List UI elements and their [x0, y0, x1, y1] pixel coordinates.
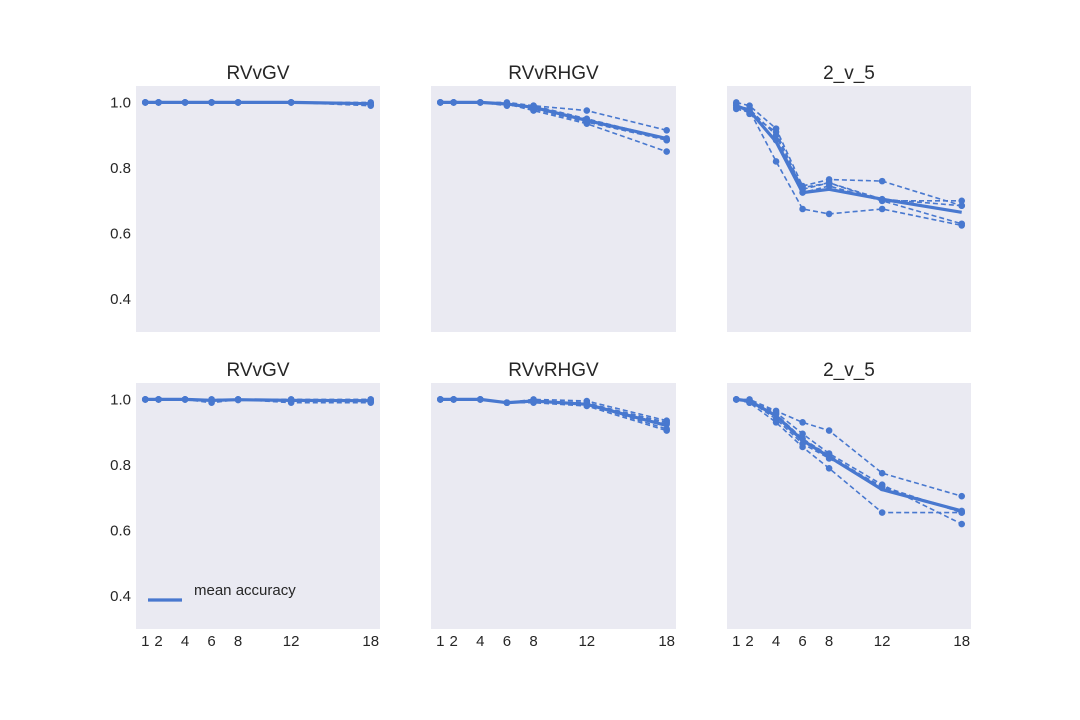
run-point	[825, 427, 833, 434]
run-point	[583, 107, 591, 114]
run-point	[663, 148, 670, 155]
subplot-title: RVvGV	[226, 360, 289, 381]
run-point	[958, 520, 966, 528]
plot-area	[727, 86, 971, 332]
x-tick-label: 18	[362, 633, 379, 650]
y-tick-label: 1.0	[110, 391, 131, 408]
plot-area	[431, 383, 676, 629]
plot-area	[727, 383, 971, 629]
x-tick-label: 2	[449, 633, 457, 650]
run-point	[825, 464, 833, 472]
run-point	[772, 131, 780, 139]
y-tick-label: 0.4	[110, 291, 131, 308]
run-point	[663, 126, 670, 134]
x-tick-label: 8	[234, 633, 242, 650]
subplot-3: 2_v_5	[727, 63, 971, 332]
subplot-title: RVvRHGV	[508, 360, 599, 381]
run-point	[772, 158, 780, 165]
subplot-title: 2_v_5	[823, 360, 875, 381]
subplot-6: 2_v_5 1 2 4 6 8 12 18	[727, 360, 971, 650]
x-tick-label: 4	[181, 633, 189, 650]
run-point	[825, 210, 833, 218]
run-point	[958, 202, 966, 210]
mean-accuracy-line	[440, 397, 668, 428]
x-tick-label: 4	[772, 633, 780, 650]
run-point	[799, 419, 806, 426]
x-tick-label: 1	[141, 633, 149, 650]
y-tick-label: 0.8	[110, 457, 131, 474]
x-tick-label: 8	[825, 633, 833, 650]
subplot-title: RVvRHGV	[508, 63, 599, 84]
x-tick-label: 6	[207, 633, 215, 650]
run-point	[141, 396, 149, 403]
plot-area	[431, 86, 676, 332]
x-tick-label: 6	[503, 633, 511, 650]
y-tick-label: 0.6	[110, 523, 131, 540]
subplot-2: RVvRHGV	[431, 63, 676, 332]
run-point	[958, 492, 966, 500]
subplot-4: RVvGV 0.4 0.6 0.8 1.0 1 2 4 6 8 12 18	[110, 360, 380, 650]
mean-accuracy-line	[736, 397, 963, 513]
subplot-title: 2_v_5	[823, 63, 875, 84]
legend: mean accuracy	[148, 582, 296, 602]
y-tick-label: 0.4	[110, 588, 131, 605]
run-point	[958, 220, 966, 228]
mean-accuracy-line	[440, 100, 668, 141]
x-tick-label: 18	[953, 633, 970, 650]
subplot-5: RVvRHGV 1 2 4 6 8 12 18	[431, 360, 676, 650]
y-tick-label: 0.8	[110, 160, 131, 177]
run-point	[141, 99, 149, 106]
x-tick-label: 4	[476, 633, 484, 650]
subplot-title: RVvGV	[226, 63, 289, 84]
x-tick-label: 12	[874, 633, 891, 650]
run-point	[799, 430, 806, 438]
legend-label: mean accuracy	[194, 582, 296, 599]
x-tick-label: 8	[529, 633, 537, 650]
x-tick-label: 1	[732, 633, 740, 650]
plot-area	[136, 383, 380, 629]
run-point	[878, 205, 886, 213]
x-tick-label: 18	[658, 633, 675, 650]
mean-accuracy-line	[735, 104, 962, 214]
run-point	[825, 179, 833, 187]
x-tick-label: 6	[798, 633, 806, 650]
x-tick-label: 12	[578, 633, 595, 650]
x-tick-label: 12	[283, 633, 300, 650]
x-tick-label: 2	[154, 633, 162, 650]
run-point	[799, 205, 806, 213]
subplot-1: RVvGV 0.4 0.6 0.8 1.0	[110, 63, 380, 332]
run-point	[878, 177, 886, 185]
mean-accuracy-line	[145, 100, 371, 106]
plot-area	[136, 86, 380, 332]
run-point	[878, 509, 886, 516]
x-tick-label: 1	[436, 633, 444, 650]
run-point	[878, 469, 886, 477]
x-tick-label: 2	[745, 633, 753, 650]
run-point	[663, 425, 670, 433]
y-tick-label: 0.6	[110, 226, 131, 243]
mean-accuracy-line	[145, 397, 371, 403]
y-tick-label: 1.0	[110, 94, 131, 111]
run-point	[958, 197, 966, 205]
